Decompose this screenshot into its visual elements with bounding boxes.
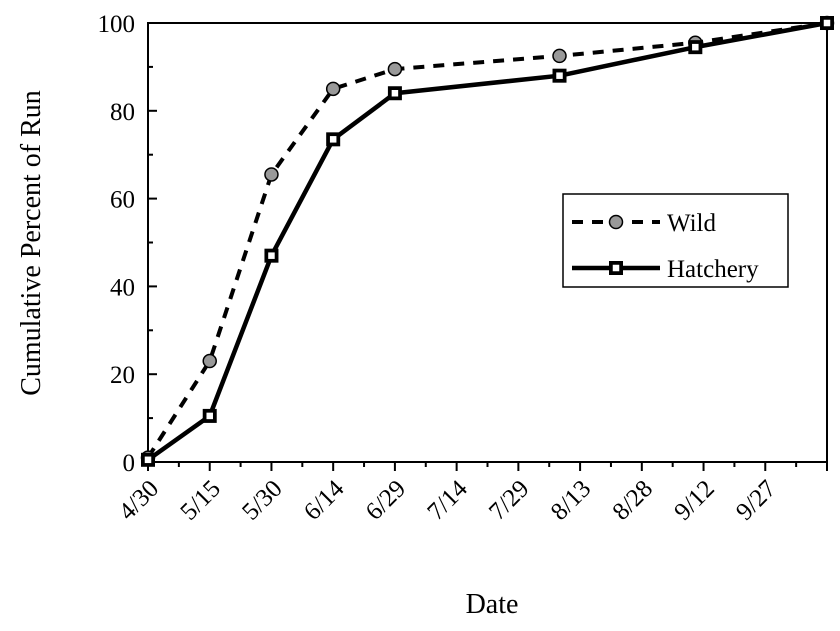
square-marker-inner bbox=[204, 411, 215, 421]
x-tick-label: 5/15 bbox=[175, 475, 226, 526]
x-axis-ticks: 4/30 5/15 5/30 6/14 6/29 7/14 7/29 8/13 8/28 9/12… bbox=[114, 462, 828, 526]
square-marker bbox=[820, 16, 834, 30]
x-axis-title: Date bbox=[466, 589, 519, 620]
circle-marker bbox=[552, 48, 567, 64]
square-marker bbox=[552, 68, 567, 83]
square-marker-inner bbox=[328, 134, 338, 145]
series-line bbox=[146, 21, 828, 459]
square-marker-inner bbox=[822, 18, 832, 28]
square-marker-inner bbox=[611, 263, 621, 273]
circle-marker bbox=[264, 167, 279, 182]
square-marker bbox=[326, 132, 341, 147]
y-tick-label: 0 bbox=[123, 450, 136, 477]
square-marker bbox=[688, 40, 703, 55]
x-tick-label: 7/29 bbox=[484, 475, 535, 526]
square-marker bbox=[202, 408, 217, 423]
y-tick-label: 40 bbox=[110, 274, 135, 301]
y-tick-label: 80 bbox=[110, 99, 135, 126]
square-marker-inner bbox=[266, 250, 277, 261]
x-tick-label: 9/27 bbox=[731, 475, 782, 526]
square-marker-inner bbox=[554, 70, 565, 81]
x-tick-label: 6/14 bbox=[299, 475, 350, 526]
y-tick-label: 100 bbox=[98, 11, 136, 38]
x-tick-label: 8/13 bbox=[546, 475, 597, 526]
square-marker-inner bbox=[690, 42, 701, 52]
circle-marker bbox=[387, 61, 403, 77]
legend-label: Wild bbox=[667, 210, 716, 237]
series-line bbox=[146, 20, 828, 462]
square-marker-inner bbox=[143, 455, 153, 465]
x-tick-label: 9/12 bbox=[669, 475, 720, 526]
legend-box bbox=[562, 193, 789, 288]
circle-marker bbox=[202, 353, 217, 369]
square-marker bbox=[387, 86, 402, 101]
x-tick-label: 4/30 bbox=[114, 475, 165, 526]
legend-marker bbox=[609, 261, 623, 275]
square-marker bbox=[141, 452, 155, 467]
square-marker bbox=[264, 248, 279, 263]
legend-label: Hatchery bbox=[667, 256, 759, 283]
circle-marker bbox=[325, 81, 341, 97]
series-layer bbox=[140, 15, 835, 467]
y-tick-label: 20 bbox=[110, 362, 135, 389]
y-axis-title: Cumulative Percent of Run bbox=[16, 90, 47, 396]
x-tick-label: 8/28 bbox=[608, 475, 659, 526]
legend: Wild Hatchery bbox=[562, 193, 789, 288]
legend-marker bbox=[608, 214, 624, 230]
y-axis-ticks: 0 20 40 60 80 100 bbox=[98, 11, 157, 477]
series-hatchery bbox=[141, 16, 834, 467]
x-tick-label: 7/14 bbox=[422, 475, 473, 526]
square-marker-inner bbox=[390, 88, 400, 98]
x-tick-label: 5/30 bbox=[237, 475, 288, 526]
y-tick-label: 60 bbox=[110, 187, 135, 214]
x-tick-label: 6/29 bbox=[361, 475, 412, 526]
